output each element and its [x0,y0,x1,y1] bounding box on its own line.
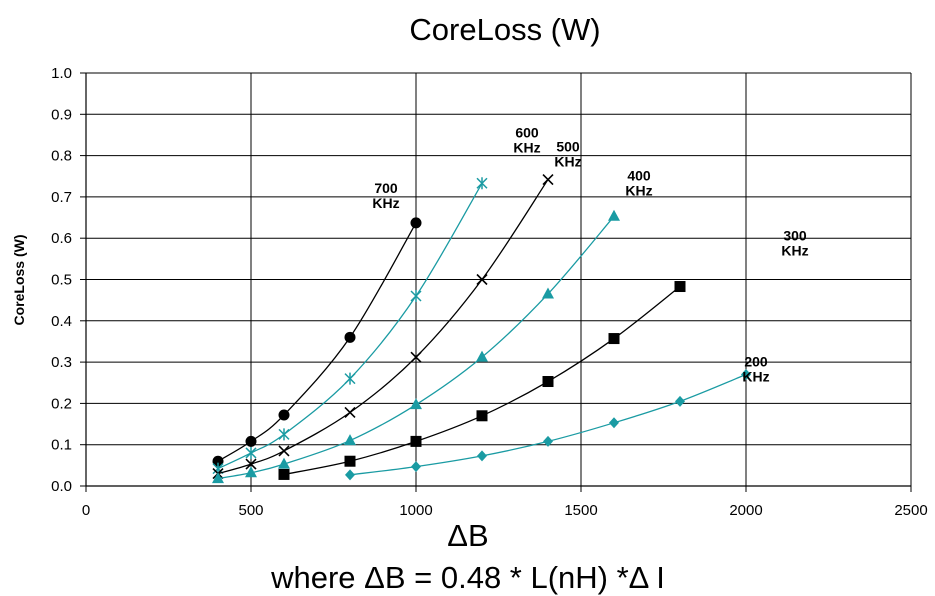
data-point [344,406,356,419]
data-point [344,434,356,446]
data-point [542,173,554,186]
data-point [212,455,224,467]
data-point [245,435,257,447]
data-point [345,469,355,481]
series-line [217,222,417,462]
formula-footnote: where ΔB = 0.48 * L(nH) *Δ I [270,560,665,595]
data-point [344,331,356,343]
series-annotation: 400 [627,167,651,183]
y-tick-label: 0.1 [51,437,72,454]
data-point [278,457,290,469]
data-point [278,468,290,480]
series-200-khz [345,368,751,481]
series-annotation: KHz [625,182,652,198]
series-line [217,179,549,475]
tick-labels: 0.0 0.1 0.2 0.3 0.4 0.5 0.6 0.7 0.8 0.9 1.0 0 500 100… [51,65,928,519]
data-point [476,350,488,362]
data-point [543,435,553,447]
grid-lines [86,72,912,486]
series-annotation: KHz [742,368,769,384]
data-point [278,409,290,421]
series-600-khz [212,177,488,475]
series-annotation: KHz [513,139,540,155]
y-tick-label: 0.6 [51,230,72,247]
data-point [410,398,422,410]
x-tick-label: 500 [238,502,263,519]
data-point [212,472,224,484]
x-tick-label: 2500 [894,502,927,519]
data-point [245,446,257,459]
data-point [476,273,488,286]
data-point [410,351,422,363]
data-point [278,445,290,457]
series-annotation: 200 [744,353,768,369]
series-line [283,286,681,476]
data-point [741,368,751,380]
data-point [608,333,620,345]
y-tick-label: 0.3 [51,354,72,371]
y-tick-label: 1.0 [51,65,72,82]
x-tick-label: 1000 [399,502,432,519]
data-point [245,458,257,470]
data-point [477,450,487,462]
series-annotation: 300 [783,228,807,244]
y-tick-label: 0.2 [51,395,72,412]
y-tick-label: 0.4 [51,313,72,330]
x-tick-label: 2000 [729,502,762,519]
y-tick-label: 0.8 [51,148,72,165]
data-point [542,287,554,299]
data-point [410,217,422,229]
series-line [349,373,747,476]
y-tick-label: 0.7 [51,189,72,206]
y-tick-label: 0.5 [51,272,72,289]
data-point [675,395,685,407]
series-annotation: KHz [554,154,581,170]
data-point [245,466,257,478]
x-axis-label: ΔB [447,518,488,553]
data-point [476,177,488,190]
series-300-khz [278,281,686,480]
series-line [217,182,483,470]
x-tick-label: 1500 [564,502,597,519]
y-tick-label: 0.0 [51,478,72,495]
data-point [476,410,488,422]
axes [80,72,912,492]
series-400-khz [212,209,620,484]
series-annotation: KHz [372,195,399,211]
data-point [278,428,290,441]
x-tick-label: 0 [82,502,90,519]
data-point [411,461,421,473]
series-annotation: 700 [374,180,398,196]
data-point [410,435,422,447]
data-point [609,417,619,429]
series-annotation: 600 [515,124,539,140]
series-700-khz [212,217,422,467]
data-point [542,376,554,388]
data-point [344,372,356,385]
data-point [674,281,686,293]
data-point [410,290,422,303]
data-series [212,173,751,484]
y-axis-label: CoreLoss (W) [11,235,27,326]
data-point [344,455,356,467]
y-tick-label: 0.9 [51,106,72,123]
chart-title: CoreLoss (W) [409,12,600,47]
data-point [608,209,620,221]
series-annotation: 500 [556,139,580,155]
series-annotation: KHz [781,243,808,259]
